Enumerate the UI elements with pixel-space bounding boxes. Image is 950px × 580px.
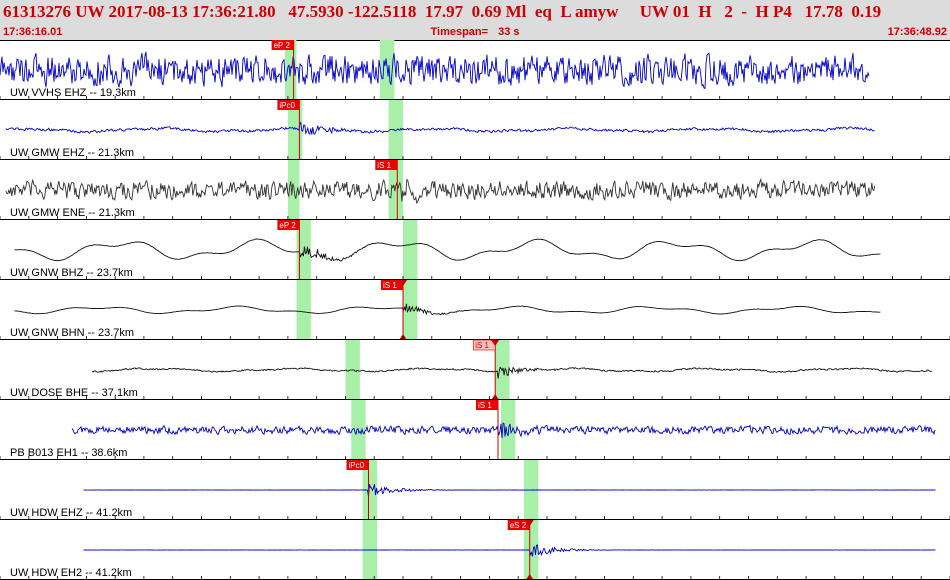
waveform-trace xyxy=(0,51,870,90)
phase-window xyxy=(287,100,303,160)
waveform-trace xyxy=(5,177,876,205)
phase-window xyxy=(287,160,300,220)
timespan-label: Timespan= xyxy=(430,26,489,38)
channel-label: UW GNW BHZ -- 23.7km xyxy=(10,267,133,279)
channel-row[interactable]: eP 2 UW VVHS EHZ -- 19.3km xyxy=(0,40,950,100)
seismogram-panel[interactable]: eP 2 UW VVHS EHZ -- 19.3km iPc0 UW GMW EHZ … xyxy=(0,40,950,580)
phase-window xyxy=(388,160,403,220)
pick-arrow-top xyxy=(525,520,534,526)
waveform-trace xyxy=(83,544,936,557)
event-summary: 61313276 UW 2017-08-13 17:36:21.80 47.59… xyxy=(3,2,882,21)
channel-label: PB B013 EH1 -- 38.6km xyxy=(10,447,127,459)
end-time: 17:36:48.92 xyxy=(887,26,947,38)
channel-row[interactable]: iPc0 UW HDW EHZ -- 41.2km xyxy=(0,460,950,520)
pick-label-box xyxy=(476,400,498,410)
channel-row[interactable]: iS 1 UW DOSE BHE -- 37.1km xyxy=(0,339,950,400)
pick-label-box xyxy=(375,160,398,170)
phase-window xyxy=(296,280,311,340)
pick-label-box xyxy=(277,220,300,230)
pick-label-box xyxy=(381,280,403,290)
pick-label-box xyxy=(277,100,300,110)
channel-label: UW HDW EHZ -- 41.2km xyxy=(10,507,132,519)
waveform-trace xyxy=(14,238,881,262)
pick-label: iS 1 xyxy=(377,161,391,170)
channel-label: UW GNW BHN -- 23.7km xyxy=(10,327,134,339)
phase-window xyxy=(523,520,539,580)
timespan-value: 33 s xyxy=(498,26,520,38)
pick-label: iPc0 xyxy=(349,461,365,470)
channel-label: UW GMW EHZ -- 21.3km xyxy=(10,147,134,159)
channel-label: UW VVHS EHZ -- 19.3km xyxy=(10,87,136,99)
channel-label: UW GMW ENE -- 21.3km xyxy=(10,207,135,219)
pick-arrow-bottom xyxy=(491,394,500,400)
pick-label: iS 1 xyxy=(383,281,397,290)
waveform-trace xyxy=(83,483,936,497)
waveform-trace xyxy=(71,422,936,439)
channel-row[interactable]: iPc0 UW GMW EHZ -- 21.3km xyxy=(0,100,950,160)
waveform-trace xyxy=(91,366,933,379)
channel-row[interactable]: eS 2 UW HDW EH2 -- 41.2km xyxy=(0,520,950,580)
phase-window xyxy=(500,400,516,460)
waveform-trace xyxy=(14,303,881,316)
pick-label-box xyxy=(346,460,369,470)
event-header: 61313276 UW 2017-08-13 17:36:21.80 47.59… xyxy=(0,0,950,41)
channel-row[interactable]: eP 2 UW GNW BHZ -- 23.7km xyxy=(0,220,950,280)
channel-label: UW DOSE BHE -- 37.1km xyxy=(10,387,138,399)
pick-label-box xyxy=(271,40,294,50)
waveform-trace xyxy=(5,121,875,135)
pick-arrow-bottom xyxy=(525,574,534,580)
phase-window xyxy=(388,100,403,160)
pick-arrow-top xyxy=(491,340,500,346)
timespan: Timespan= 33 s xyxy=(0,26,950,38)
pick-label: iPc0 xyxy=(279,101,295,110)
phase-window xyxy=(403,220,418,280)
pick-label: iS 1 xyxy=(478,401,492,410)
pick-label: eP 2 xyxy=(274,41,291,50)
pick-label: iS 1 xyxy=(475,341,489,350)
channel-row[interactable]: iS 1 UW GNW BHN -- 23.7km xyxy=(0,280,950,340)
start-time: 17:36:16.01 xyxy=(3,26,63,38)
channel-row[interactable]: iS 1 PB B013 EH1 -- 38.6km xyxy=(0,400,950,460)
phase-window xyxy=(362,460,378,520)
pick-label-box xyxy=(507,520,530,530)
pick-arrow-top xyxy=(399,280,408,286)
pick-label: eS 2 xyxy=(510,521,527,530)
pick-label: eP 2 xyxy=(279,221,296,230)
channel-label: UW HDW EH2 -- 41.2km xyxy=(10,567,132,579)
channel-row[interactable]: iS 1 UW GMW ENE -- 21.3km xyxy=(0,160,950,220)
